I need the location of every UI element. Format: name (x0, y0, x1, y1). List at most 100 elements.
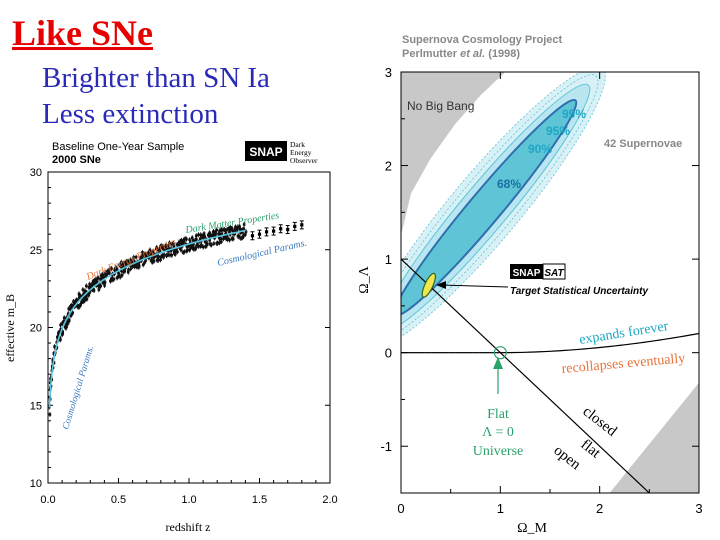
hubble-point (134, 255, 138, 259)
snap-deo-logo: SNAP Dark Energy Observer (245, 140, 318, 165)
hubble-point (205, 243, 209, 246)
hubble-point (149, 254, 153, 257)
hubble-point (85, 284, 88, 288)
hubble-point (88, 290, 92, 294)
hubble-point (244, 233, 247, 236)
hubble-point (108, 267, 112, 271)
snapsat-label: SNAP SAT Target Statistical Uncertainty (510, 263, 648, 297)
omega-lambda-tick-label: 3 (385, 65, 392, 80)
hubble-point (242, 223, 246, 226)
hubble-point (128, 262, 132, 265)
hubble-point (103, 284, 106, 287)
hubble-point (162, 253, 166, 256)
hubble-header-line2: 2000 SNe (52, 154, 101, 166)
flat-label-line2: Λ = 0 (482, 425, 514, 440)
hubble-point (83, 289, 87, 293)
scp-header-line2: Perlmutter et al. (1998) (402, 48, 520, 60)
hubble-point (92, 280, 96, 284)
hubble-x-axis-label: redshift z (166, 520, 211, 534)
hubble-point (141, 263, 145, 267)
high-z-point (250, 234, 255, 238)
hubble-point (177, 240, 181, 244)
omega-m-tick-label: 2 (596, 501, 603, 516)
cl-99-label: 99% (562, 107, 586, 121)
hubble-point (149, 259, 153, 262)
hubble-point (85, 295, 88, 298)
hubble-point (220, 228, 224, 232)
target-uncertainty-label: Target Statistical Uncertainty (510, 286, 648, 297)
hubble-point (170, 253, 174, 257)
hubble-point (202, 232, 206, 235)
hubble-point (203, 240, 207, 243)
cl-90-label: 90% (528, 142, 552, 156)
hubble-point (193, 239, 197, 243)
hubble-point (201, 233, 205, 237)
hubble-point (224, 232, 228, 235)
hubble-point (167, 253, 170, 257)
hubble-point (188, 247, 192, 250)
hubble-point (114, 266, 118, 270)
hubble-point (194, 234, 198, 238)
hubble-point (66, 322, 70, 325)
hubble-point (214, 230, 217, 234)
high-z-point (272, 229, 276, 233)
hubble-point (61, 330, 65, 334)
flat-label-line3: Universe (473, 444, 524, 459)
high-z-point (300, 223, 304, 227)
omega-lambda-axis-label: Ω_Λ (357, 265, 372, 293)
hubble-point (228, 227, 231, 230)
confidence-contour (401, 98, 578, 317)
hubble-x-tick-label: 2.0 (322, 494, 337, 506)
expands-forever-label: expands forever (578, 319, 669, 348)
hubble-point (217, 232, 220, 236)
hubble-point (147, 253, 151, 257)
flat-label-line1: Flat (487, 407, 509, 422)
cosmology-contour-plot: Supernova Cosmology Project Perlmutter e… (357, 34, 703, 536)
hubble-point (58, 336, 62, 339)
hubble-point (122, 262, 125, 266)
hubble-point (229, 225, 232, 229)
hubble-point (242, 235, 245, 238)
hubble-point (172, 241, 175, 245)
hubble-point (109, 267, 113, 270)
hubble-point (218, 241, 221, 245)
hubble-point (91, 288, 94, 291)
hubble-point (219, 237, 223, 241)
hubble-header-line1: Baseline One-Year Sample (52, 141, 184, 153)
hubble-point (76, 303, 79, 307)
hubble-point (176, 250, 179, 254)
hubble-point (59, 327, 63, 331)
hubble-point (212, 242, 216, 245)
hubble-point (131, 265, 134, 268)
cosmo-params-label-low-z: Cosmological Params. (61, 345, 96, 431)
hubble-point (77, 306, 81, 309)
hubble-point (191, 238, 195, 242)
hubble-point (65, 325, 68, 329)
hubble-point (233, 232, 236, 236)
hubble-point (66, 312, 70, 315)
high-z-point (293, 224, 297, 229)
hubble-point (112, 277, 116, 281)
hubble-point (218, 232, 222, 236)
hubble-point (239, 231, 242, 235)
hubble-point (242, 227, 246, 231)
hubble-y-tick-label: 15 (30, 400, 42, 412)
hubble-point (107, 271, 111, 275)
hubble-point (119, 263, 123, 267)
hubble-point (103, 280, 107, 284)
hubble-point (157, 248, 161, 251)
hubble-point (62, 322, 65, 325)
omega-m-tick-label: 1 (497, 501, 504, 516)
hubble-high-z-points (250, 220, 304, 241)
hubble-point (165, 254, 168, 257)
hubble-point (208, 231, 211, 235)
hubble-point (163, 248, 166, 251)
scp-header-post: (1998) (485, 48, 520, 60)
hubble-point (228, 230, 231, 234)
hubble-point (87, 293, 91, 297)
hubble-point (199, 233, 203, 237)
hubble-point (129, 258, 132, 262)
hubble-point (220, 240, 223, 243)
hubble-point (72, 300, 75, 303)
